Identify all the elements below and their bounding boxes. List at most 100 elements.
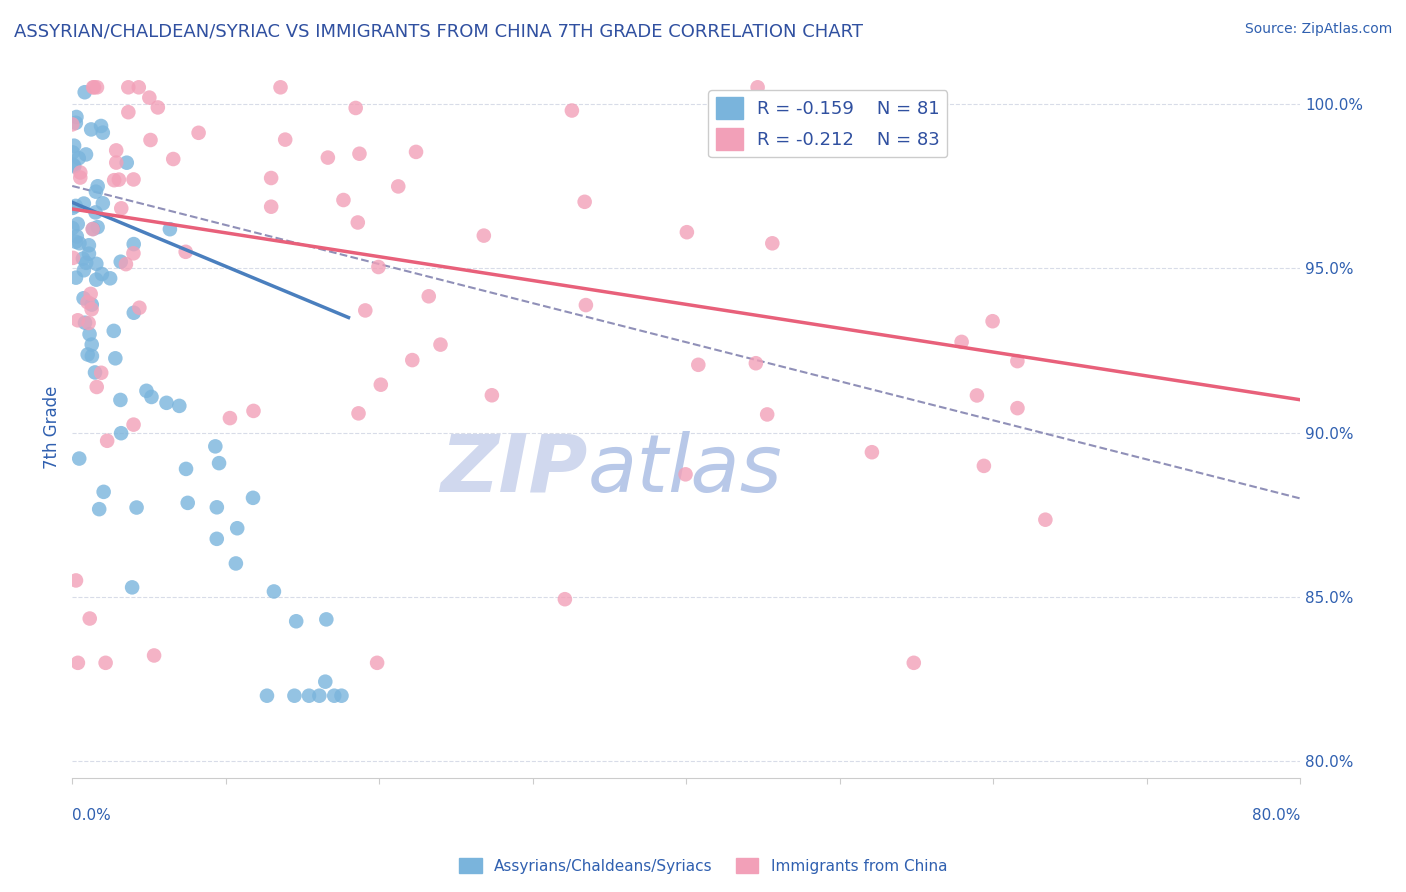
Point (66, 229, 89, 244)
Point (103, 324, 125, 338)
Point (155, 396, 177, 410)
Point (69, 170, 91, 185)
Point (84, 205, 107, 219)
Point (675, 467, 697, 482)
Point (169, 399, 191, 413)
Point (401, 353, 423, 368)
Point (110, 254, 132, 268)
Point (60, 221, 83, 235)
Point (316, 151, 339, 165)
Point (387, 179, 409, 194)
Point (1007, 354, 1029, 368)
Point (65, 235, 87, 249)
Text: Source: ZipAtlas.com: Source: ZipAtlas.com (1244, 22, 1392, 37)
Point (370, 377, 392, 392)
Point (128, 80, 150, 95)
Point (756, 408, 779, 422)
Point (575, 298, 598, 312)
Point (80, 349, 103, 363)
Y-axis label: 7th Grade: 7th Grade (44, 386, 60, 469)
Point (62, 158, 84, 172)
Point (205, 500, 228, 515)
Point (122, 306, 145, 320)
Point (367, 260, 389, 274)
Point (121, 580, 143, 594)
Point (66, 313, 89, 327)
Point (80, 122, 103, 136)
Point (72, 291, 94, 305)
Point (73, 196, 96, 211)
Point (69, 165, 91, 179)
Point (242, 404, 264, 418)
Point (77, 316, 100, 330)
Point (80, 337, 103, 351)
Point (76, 295, 98, 310)
Point (108, 172, 131, 186)
Point (72, 252, 94, 266)
Point (747, 80, 769, 95)
Point (418, 289, 440, 303)
Point (80, 302, 103, 317)
Point (125, 500, 148, 515)
Point (274, 133, 297, 147)
Point (75, 256, 97, 270)
Point (67, 151, 90, 165)
Point (366, 656, 388, 670)
Point (84, 273, 107, 287)
Point (86, 80, 108, 95)
Point (973, 458, 995, 473)
Point (574, 194, 596, 209)
Point (103, 173, 125, 187)
Text: ZIP: ZIP (440, 431, 588, 508)
Point (688, 358, 710, 372)
Point (62, 201, 84, 215)
Point (65, 270, 87, 285)
Point (128, 301, 150, 315)
Point (174, 244, 197, 259)
Point (90, 267, 112, 281)
Point (79, 611, 101, 625)
Point (77, 238, 100, 252)
Point (177, 496, 200, 510)
Point (73, 85, 96, 99)
Point (159, 222, 181, 236)
Point (1007, 401, 1029, 416)
Point (67, 451, 90, 466)
Point (110, 426, 132, 441)
Point (62, 145, 84, 160)
Point (110, 392, 132, 407)
Point (65, 110, 87, 124)
Legend: R = -0.159    N = 81, R = -0.212    N = 83: R = -0.159 N = 81, R = -0.212 N = 83 (709, 90, 948, 158)
Point (138, 90, 160, 104)
Text: 80.0%: 80.0% (1251, 808, 1301, 823)
Point (105, 155, 128, 169)
Point (98, 271, 121, 285)
Point (162, 152, 184, 166)
Point (91, 126, 114, 140)
Point (60, 117, 83, 131)
Point (347, 406, 370, 420)
Point (315, 612, 337, 626)
Point (135, 384, 157, 398)
Point (89, 502, 111, 516)
Point (90, 119, 112, 133)
Point (91, 196, 114, 211)
Point (761, 236, 783, 251)
Point (110, 202, 132, 216)
Point (63, 138, 86, 153)
Point (83, 80, 105, 95)
Point (481, 388, 503, 402)
Point (298, 689, 321, 703)
Point (1035, 513, 1057, 527)
Point (105, 144, 128, 158)
Point (117, 80, 139, 95)
Point (66, 656, 89, 670)
Legend: Assyrians/Chaldeans/Syriacs, Immigrants from China: Assyrians/Chaldeans/Syriacs, Immigrants … (453, 852, 953, 880)
Point (75, 147, 97, 161)
Point (122, 237, 145, 252)
Point (263, 584, 285, 599)
Point (260, 200, 283, 214)
Point (66, 217, 89, 231)
Point (90, 366, 112, 380)
Point (77, 246, 100, 260)
